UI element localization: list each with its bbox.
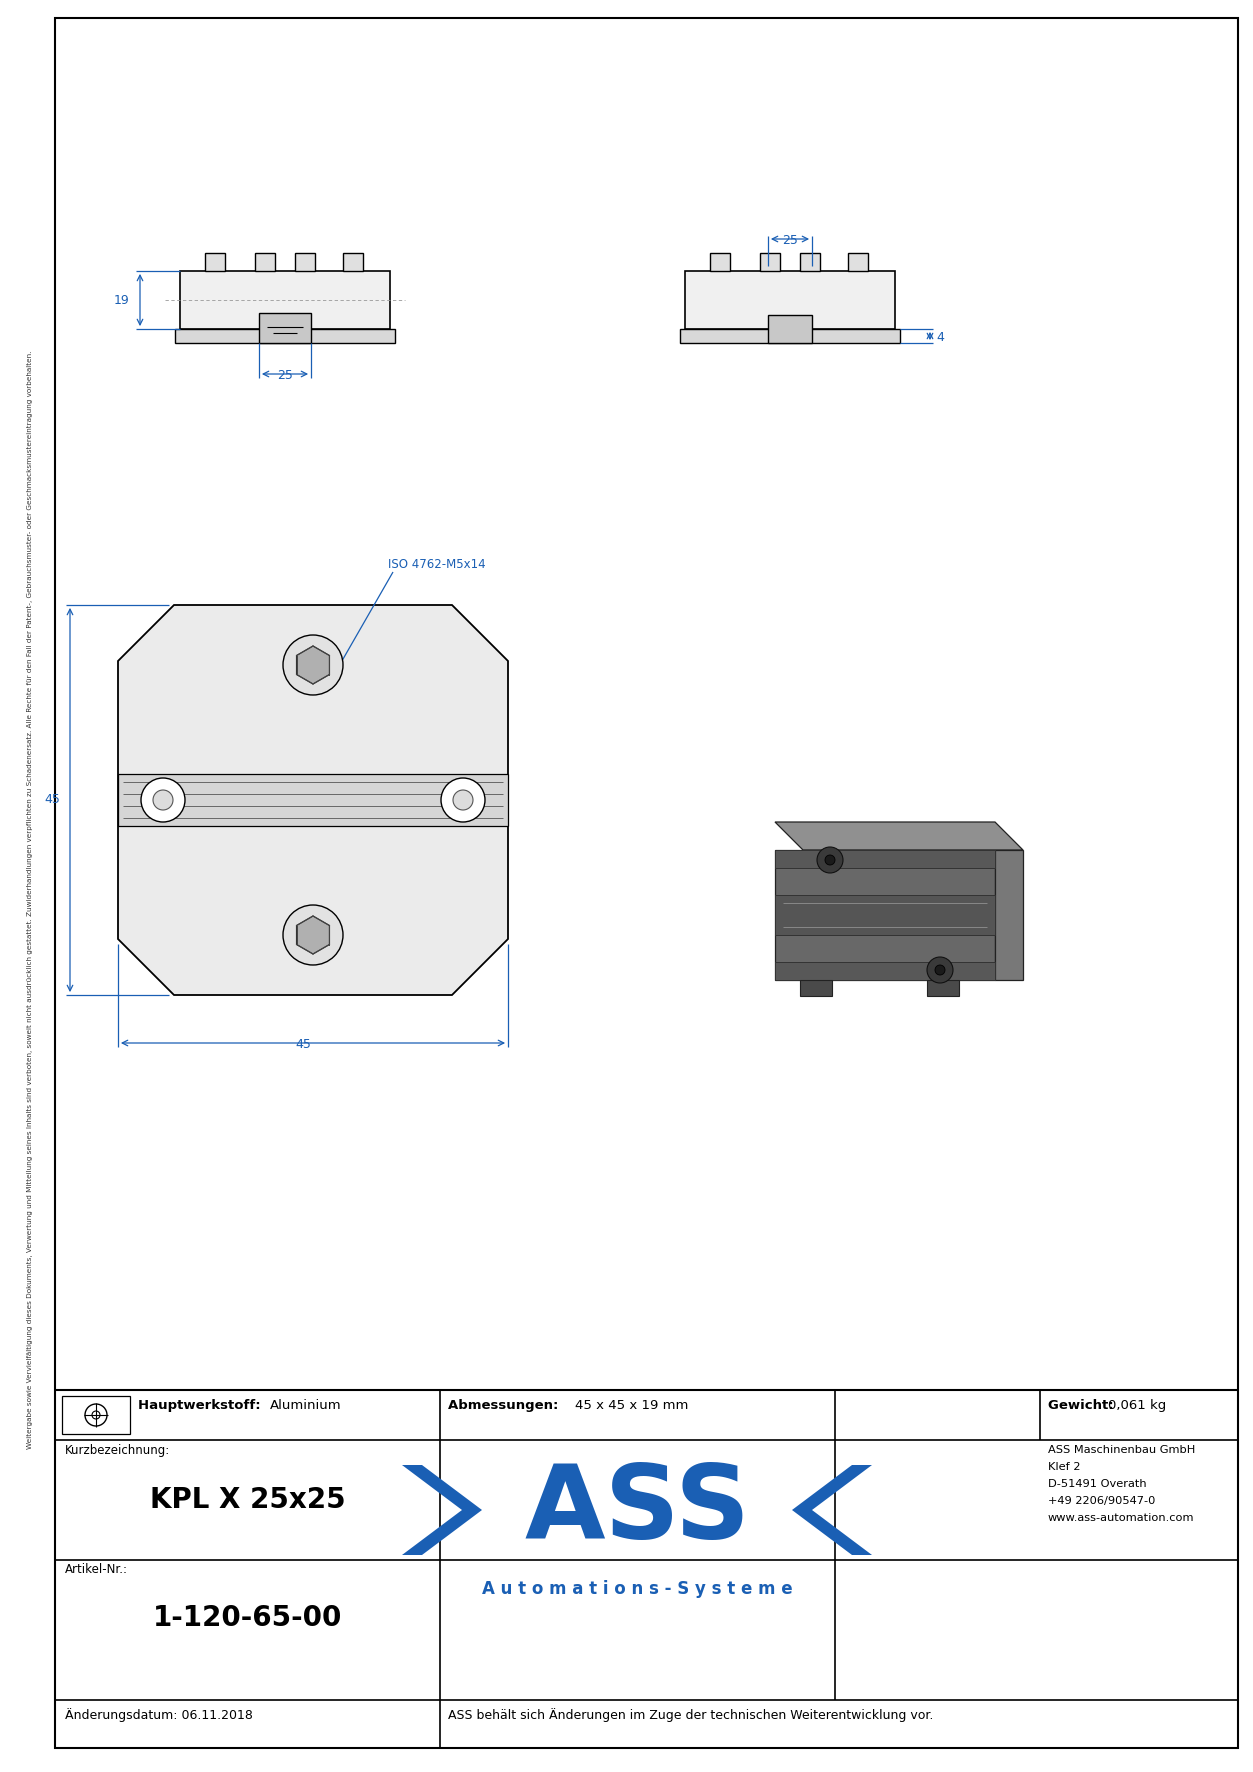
Text: 45: 45 — [294, 1038, 311, 1051]
Text: Abmessungen:: Abmessungen: — [449, 1400, 563, 1412]
Bar — [118, 774, 507, 826]
Circle shape — [927, 957, 954, 983]
Polygon shape — [118, 604, 507, 996]
Polygon shape — [402, 1465, 482, 1556]
Text: Hauptwerkstoff:: Hauptwerkstoff: — [138, 1400, 269, 1412]
Text: 45 x 45 x 19 mm: 45 x 45 x 19 mm — [575, 1400, 688, 1412]
Text: ISO 4762-M5x14: ISO 4762-M5x14 — [388, 558, 486, 571]
Text: 19: 19 — [114, 294, 130, 307]
Bar — [768, 315, 812, 344]
Polygon shape — [776, 822, 1022, 851]
Text: KPL X 25x25: KPL X 25x25 — [150, 1487, 346, 1513]
Bar — [180, 271, 390, 330]
Text: Klef 2: Klef 2 — [1048, 1462, 1080, 1473]
Circle shape — [283, 634, 343, 695]
Text: Kurzbezeichnung:: Kurzbezeichnung: — [65, 1444, 170, 1457]
Bar — [761, 253, 781, 271]
Text: Gewicht:: Gewicht: — [1048, 1400, 1118, 1412]
Circle shape — [935, 966, 945, 975]
Text: 1-120-65-00: 1-120-65-00 — [153, 1604, 342, 1632]
Bar — [259, 314, 311, 344]
Bar — [710, 253, 730, 271]
Text: ASS Maschinenbau GmbH: ASS Maschinenbau GmbH — [1048, 1444, 1195, 1455]
Text: 0,061 kg: 0,061 kg — [1108, 1400, 1167, 1412]
Bar — [343, 253, 363, 271]
Bar — [776, 962, 995, 980]
Text: 4: 4 — [936, 331, 944, 344]
Text: Artikel-Nr.:: Artikel-Nr.: — [65, 1563, 128, 1575]
Text: 25: 25 — [277, 369, 293, 383]
Text: Weitergabe sowie Vervielfältigung dieses Dokuments, Verwertung und Mitteilung se: Weitergabe sowie Vervielfältigung dieses… — [28, 351, 33, 1449]
Text: ASS behält sich Änderungen im Zuge der technischen Weiterentwicklung vor.: ASS behält sich Änderungen im Zuge der t… — [449, 1708, 933, 1722]
Polygon shape — [927, 980, 959, 996]
Polygon shape — [297, 647, 330, 684]
Bar — [776, 895, 995, 936]
Text: 25: 25 — [782, 234, 798, 246]
Bar — [685, 271, 895, 330]
Circle shape — [824, 856, 834, 865]
Polygon shape — [995, 851, 1022, 980]
Text: Aluminium: Aluminium — [269, 1400, 342, 1412]
Text: D-51491 Overath: D-51491 Overath — [1048, 1480, 1146, 1488]
Bar — [776, 851, 995, 868]
Bar — [256, 253, 274, 271]
Circle shape — [441, 778, 485, 822]
Polygon shape — [776, 851, 995, 980]
Bar — [680, 330, 900, 344]
Circle shape — [153, 790, 173, 810]
Text: www.ass-automation.com: www.ass-automation.com — [1048, 1513, 1194, 1522]
Circle shape — [454, 790, 472, 810]
Polygon shape — [799, 980, 832, 996]
Text: +49 2206/90547-0: +49 2206/90547-0 — [1048, 1496, 1155, 1506]
Bar — [848, 253, 868, 271]
Bar — [799, 253, 819, 271]
Polygon shape — [297, 916, 330, 953]
Text: A u t o m a t i o n s - S y s t e m e: A u t o m a t i o n s - S y s t e m e — [481, 1581, 792, 1598]
Text: 45: 45 — [44, 794, 60, 806]
Bar — [61, 1396, 130, 1434]
Text: ASS: ASS — [524, 1460, 751, 1561]
Circle shape — [142, 778, 185, 822]
Bar — [205, 253, 226, 271]
Bar — [175, 330, 395, 344]
Bar — [294, 253, 315, 271]
Circle shape — [817, 847, 843, 874]
Text: Änderungsdatum: 06.11.2018: Änderungsdatum: 06.11.2018 — [65, 1708, 253, 1722]
Polygon shape — [792, 1465, 872, 1556]
Circle shape — [283, 905, 343, 966]
